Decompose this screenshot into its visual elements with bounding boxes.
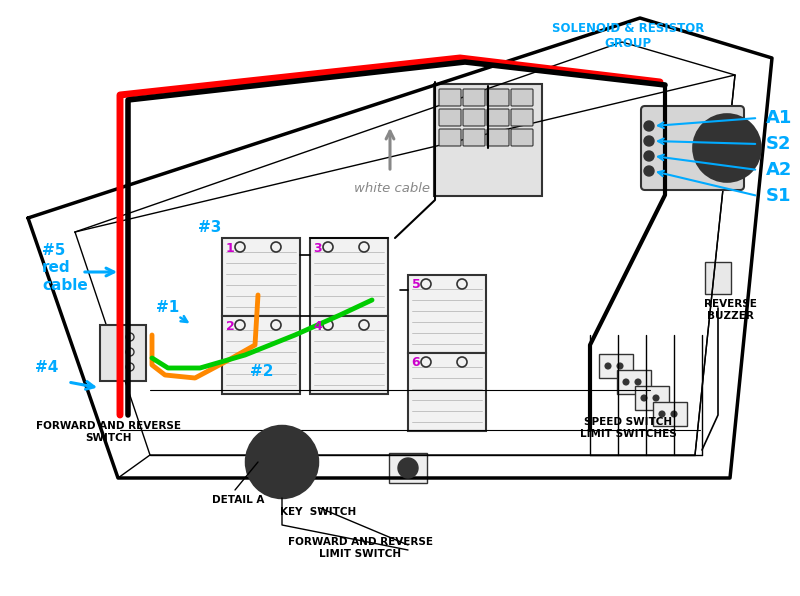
Text: #2: #2 [250, 365, 274, 380]
FancyBboxPatch shape [100, 325, 146, 381]
Text: 3: 3 [314, 241, 322, 254]
FancyBboxPatch shape [487, 129, 509, 146]
Circle shape [273, 453, 291, 471]
Circle shape [398, 458, 418, 478]
FancyBboxPatch shape [599, 354, 633, 378]
FancyBboxPatch shape [635, 386, 669, 410]
Circle shape [705, 126, 749, 170]
Circle shape [671, 411, 677, 417]
Text: DETAIL A: DETAIL A [212, 495, 264, 505]
Text: REVERSE
BUZZER: REVERSE BUZZER [703, 299, 757, 321]
Circle shape [644, 151, 654, 161]
FancyBboxPatch shape [310, 316, 388, 394]
Text: #3: #3 [198, 221, 222, 235]
Text: KEY  SWITCH: KEY SWITCH [280, 507, 356, 517]
FancyBboxPatch shape [511, 89, 533, 106]
Text: FORWARD AND REVERSE
LIMIT SWITCH: FORWARD AND REVERSE LIMIT SWITCH [287, 537, 433, 559]
Text: 5: 5 [412, 278, 420, 291]
Circle shape [246, 426, 318, 498]
Circle shape [617, 363, 623, 369]
FancyBboxPatch shape [222, 316, 300, 394]
Circle shape [644, 121, 654, 131]
Circle shape [260, 440, 304, 484]
FancyBboxPatch shape [439, 109, 461, 126]
FancyBboxPatch shape [408, 275, 486, 353]
Circle shape [605, 363, 611, 369]
FancyBboxPatch shape [487, 89, 509, 106]
Text: 4: 4 [314, 319, 322, 333]
Text: A2: A2 [766, 161, 792, 179]
Text: S1: S1 [766, 187, 791, 205]
Text: SPEED SWITCH
LIMIT SWITCHES: SPEED SWITCH LIMIT SWITCHES [580, 417, 676, 439]
Text: SOLENOID & RESISTOR
GROUP: SOLENOID & RESISTOR GROUP [552, 22, 704, 50]
Text: S2: S2 [766, 135, 791, 153]
Text: 6: 6 [412, 356, 420, 370]
Circle shape [693, 114, 761, 182]
FancyBboxPatch shape [434, 84, 542, 196]
Circle shape [659, 411, 665, 417]
Circle shape [717, 138, 737, 158]
FancyBboxPatch shape [463, 109, 485, 126]
FancyBboxPatch shape [487, 109, 509, 126]
Text: 1: 1 [226, 241, 234, 254]
FancyBboxPatch shape [463, 89, 485, 106]
Text: 2: 2 [226, 319, 234, 333]
Text: #1: #1 [156, 300, 180, 315]
FancyBboxPatch shape [653, 402, 687, 426]
FancyBboxPatch shape [408, 353, 486, 431]
FancyBboxPatch shape [463, 129, 485, 146]
Text: white cable: white cable [354, 182, 430, 194]
FancyBboxPatch shape [511, 129, 533, 146]
Circle shape [653, 395, 659, 401]
Text: FORWARD AND REVERSE
SWITCH: FORWARD AND REVERSE SWITCH [35, 421, 181, 443]
FancyBboxPatch shape [705, 262, 731, 294]
Text: A1: A1 [766, 109, 792, 127]
Circle shape [641, 395, 647, 401]
FancyBboxPatch shape [439, 129, 461, 146]
Circle shape [644, 166, 654, 176]
FancyBboxPatch shape [617, 370, 651, 394]
Circle shape [644, 136, 654, 146]
FancyBboxPatch shape [641, 106, 744, 190]
Text: #5
red
cable: #5 red cable [42, 243, 88, 293]
Circle shape [623, 379, 629, 385]
FancyBboxPatch shape [310, 238, 388, 316]
Text: #4: #4 [35, 361, 58, 375]
FancyBboxPatch shape [389, 453, 427, 483]
FancyBboxPatch shape [222, 238, 300, 316]
FancyBboxPatch shape [439, 89, 461, 106]
Circle shape [635, 379, 641, 385]
FancyBboxPatch shape [511, 109, 533, 126]
